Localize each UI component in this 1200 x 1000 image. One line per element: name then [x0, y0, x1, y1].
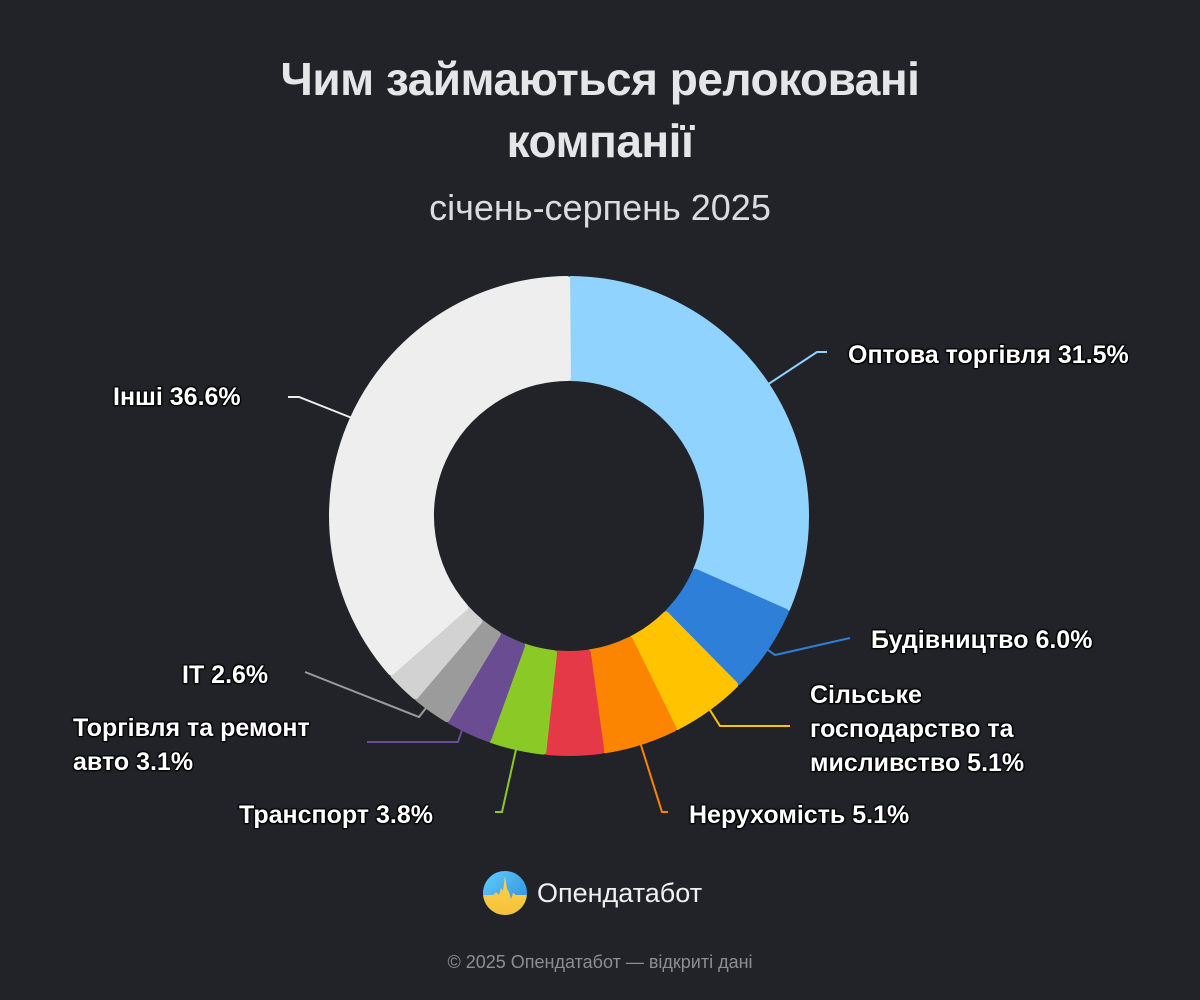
- donut-slice-оптова-торгівля: [567, 276, 809, 612]
- footer-copyright: © 2025 Опендатабот — відкриті дані: [447, 952, 753, 972]
- leader-line-it: [304, 671, 427, 719]
- donut-slice-інші: [329, 276, 571, 676]
- chart-title: Чим займаються релоковані компанії: [0, 48, 1200, 172]
- label-transport: Транспорт 3.8%: [239, 801, 433, 829]
- leader-lines: [288, 351, 851, 813]
- label-agriculture-line1: Сільське: [810, 681, 922, 709]
- label-realestate: Нерухомість 5.1%: [689, 801, 910, 829]
- donut-slices: [329, 276, 809, 756]
- label-it: IT 2.6%: [182, 661, 269, 689]
- leader-line-wholesale: [766, 351, 827, 386]
- leader-line-transport: [495, 744, 518, 813]
- brand-name: Опендатабот: [537, 877, 703, 908]
- leader-line-realestate: [639, 741, 668, 813]
- chart-subtitle: січень-серпень 2025: [429, 187, 771, 228]
- leader-line-agriculture: [707, 706, 790, 727]
- leader-line-other: [288, 396, 353, 419]
- label-auto: Торгівля та ремонт авто 3.1%: [73, 711, 310, 779]
- leader-line-construction: [764, 637, 851, 657]
- label-wholesale: Оптова торгівля 31.5%: [848, 341, 1129, 369]
- leader-line-auto: [367, 726, 464, 743]
- label-agriculture: Сільське господарство та мисливство 5.1%: [810, 678, 1024, 780]
- opendatabot-logo-icon: [483, 871, 527, 915]
- label-auto-line1: Торгівля та ремонт: [73, 714, 310, 742]
- chart-title-line1: Чим займаються релоковані: [280, 53, 920, 105]
- label-auto-line2: авто 3.1%: [73, 748, 194, 776]
- chart-title-line2: компанії: [506, 115, 694, 167]
- brand: Опендатабот: [483, 871, 702, 915]
- label-agriculture-line3: мисливство 5.1%: [810, 749, 1025, 777]
- label-other: Інші 36.6%: [113, 383, 241, 411]
- label-agriculture-line2: господарство та: [810, 715, 1014, 743]
- label-construction: Будівництво 6.0%: [871, 626, 1093, 654]
